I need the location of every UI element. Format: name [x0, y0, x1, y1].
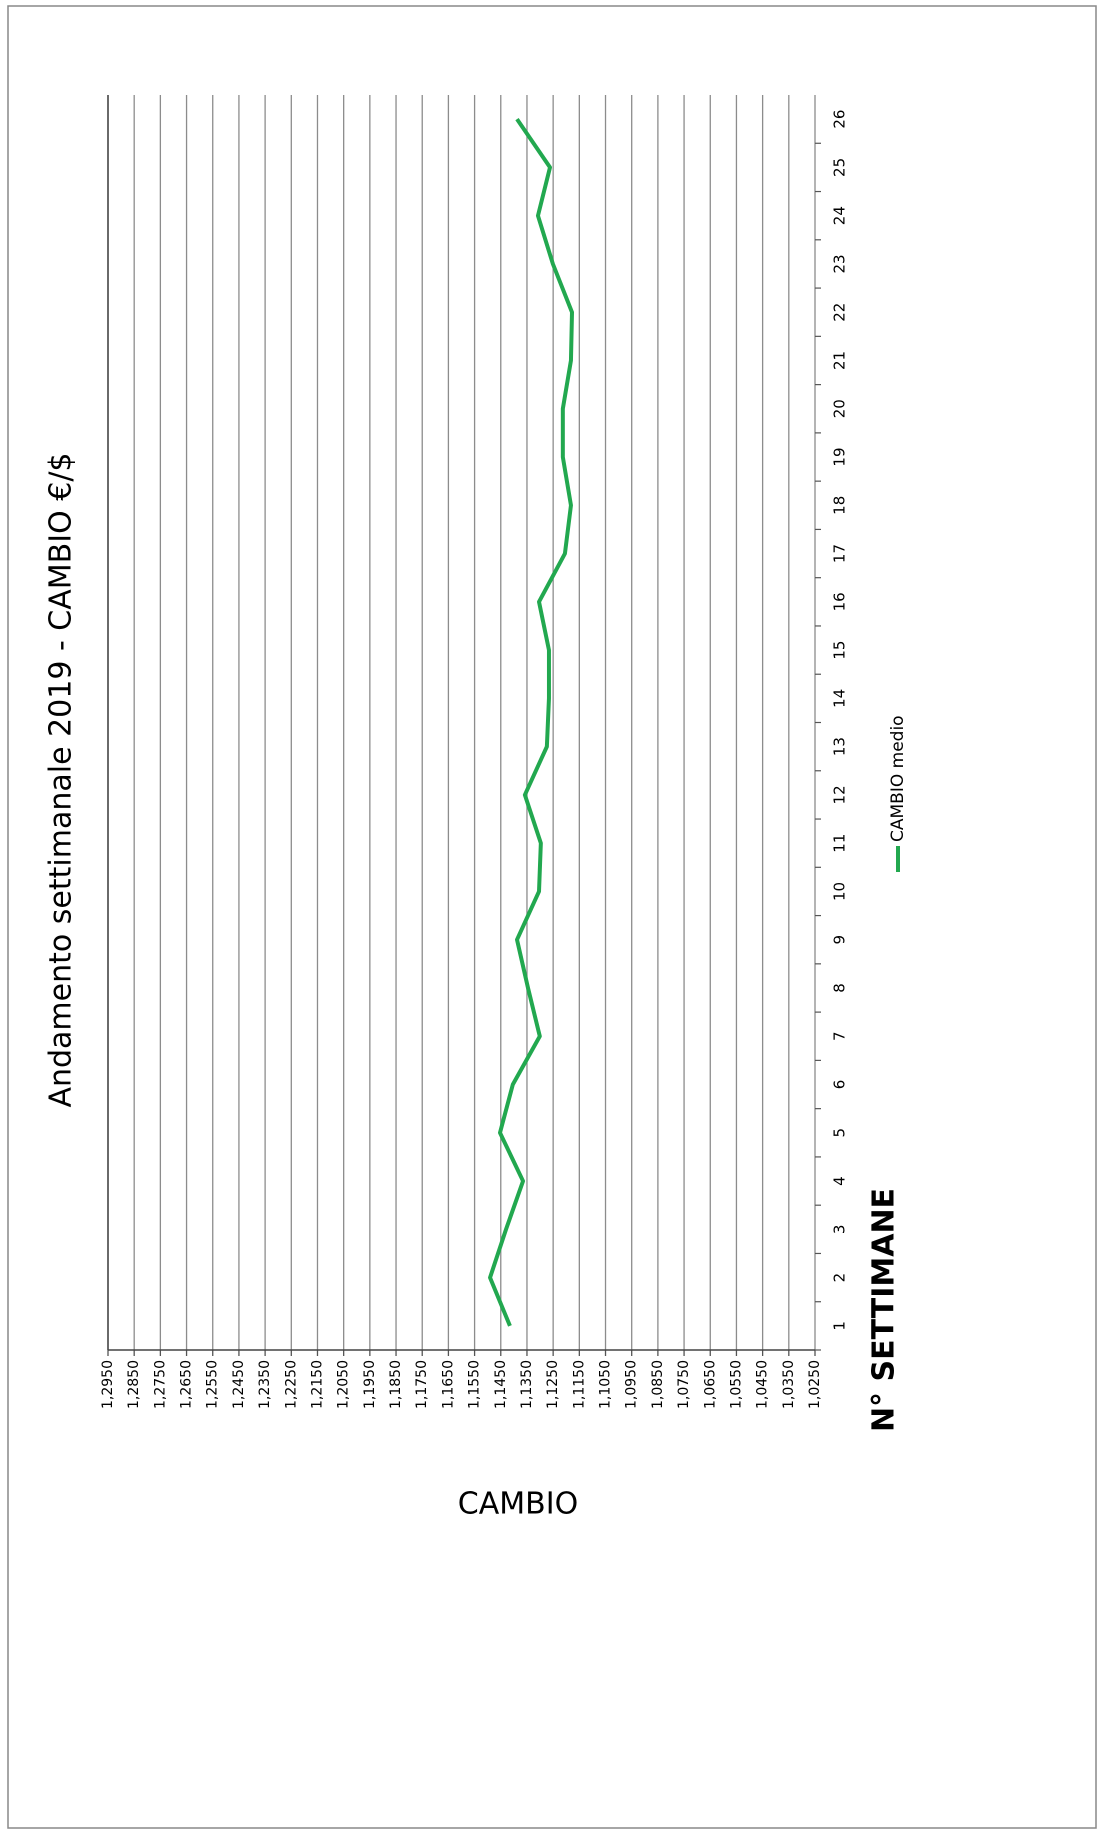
x-tick-label: 18	[831, 496, 849, 515]
y-tick-label: 1,2550	[205, 1360, 221, 1409]
x-tick-label: 16	[831, 592, 849, 611]
y-tick-label: 1,0650	[702, 1360, 718, 1409]
x-tick-label: 20	[831, 399, 849, 418]
y-tick-label: 1,2650	[179, 1360, 195, 1409]
x-tick-label: 9	[831, 935, 849, 945]
x-tick-label: 22	[831, 303, 849, 322]
x-tick-label: 23	[831, 254, 849, 273]
y-tick-label: 1,2850	[126, 1360, 142, 1409]
y-axis-label: CAMBIO	[458, 1487, 578, 1522]
x-tick-label: 7	[831, 1031, 849, 1041]
x-tick-label: 6	[831, 1080, 849, 1090]
y-tick-label: 1,0750	[676, 1360, 692, 1409]
x-tick-label: 3	[831, 1225, 849, 1235]
y-tick-label: 1,1650	[440, 1360, 456, 1409]
x-tick-label: 17	[831, 544, 849, 563]
legend-label: CAMBIO medio	[888, 715, 908, 842]
x-tick-label: 21	[831, 351, 849, 370]
y-tick-label: 1,0950	[624, 1360, 640, 1409]
chart-border	[7, 5, 1097, 1829]
x-tick-label: 2	[831, 1273, 849, 1283]
x-tick-label: 13	[831, 737, 849, 756]
x-tick-label: 8	[831, 983, 849, 993]
x-tick-label: 4	[831, 1176, 849, 1186]
y-tick-label: 1,0250	[807, 1360, 823, 1409]
x-tick-label: 1	[831, 1321, 849, 1331]
y-tick-label: 1,2050	[336, 1360, 352, 1409]
x-tick-label: 12	[831, 785, 849, 804]
x-tick-label: 15	[831, 641, 849, 660]
y-tick-label: 1,0350	[781, 1360, 797, 1409]
y-tick-label: 1,2150	[309, 1360, 325, 1409]
y-tick-label: 1,2350	[257, 1360, 273, 1409]
y-tick-label: 1,0550	[728, 1360, 744, 1409]
y-tick-label: 1,1450	[493, 1360, 509, 1409]
y-tick-label: 1,1350	[519, 1360, 535, 1409]
x-tick-label: 11	[831, 834, 849, 853]
y-tick-label: 1,2750	[152, 1360, 168, 1409]
x-tick-label: 19	[831, 447, 849, 466]
y-tick-label: 1,2950	[100, 1360, 116, 1409]
y-tick-label: 1,1550	[467, 1360, 483, 1409]
x-tick-label: 10	[831, 882, 849, 901]
y-tick-label: 1,1150	[571, 1360, 587, 1409]
y-tick-label: 1,0850	[650, 1360, 666, 1409]
x-tick-label: 14	[831, 689, 849, 708]
x-tick-label: 25	[831, 158, 849, 177]
y-tick-label: 1,1850	[388, 1360, 404, 1409]
data-line	[488, 118, 575, 1327]
x-tick-label: 24	[831, 206, 849, 225]
x-tick-label: 5	[831, 1128, 849, 1138]
y-tick-label: 1,0450	[755, 1360, 771, 1409]
y-tick-label: 1,2450	[231, 1360, 247, 1409]
x-tick-label: 26	[831, 110, 849, 129]
y-tick-label: 1,1950	[362, 1360, 378, 1409]
chart-title: Andamento settimanale 2019 - CAMBIO €/$	[44, 452, 79, 1107]
y-tick-label: 1,1050	[598, 1360, 614, 1409]
y-tick-label: 1,1750	[414, 1360, 430, 1409]
y-tick-label: 1,2250	[283, 1360, 299, 1409]
y-tick-label: 1,1250	[545, 1360, 561, 1409]
x-axis-label: N° SETTIMANE	[867, 1188, 902, 1432]
